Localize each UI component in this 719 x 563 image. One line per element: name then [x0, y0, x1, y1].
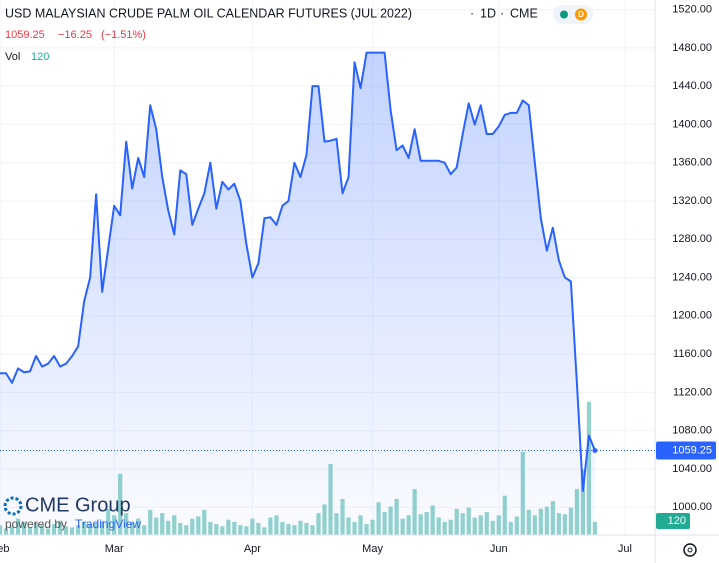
x-tick-label: Jun	[490, 543, 508, 555]
gear-core[interactable]	[687, 547, 693, 553]
volume-label: Vol	[5, 51, 20, 63]
exchange: CME	[510, 6, 538, 20]
y-tick-label: 1320.00	[672, 195, 712, 207]
price-tag-label: 1059.25	[672, 444, 712, 456]
x-tick-label: Apr	[244, 543, 261, 555]
badge-text: D	[578, 10, 584, 19]
interval: 1D	[480, 6, 496, 20]
x-tick-label: Jul	[618, 543, 632, 555]
area-fill	[0, 52, 595, 535]
y-tick-label: 1080.00	[672, 425, 712, 437]
status-dot	[560, 10, 568, 19]
logo: CME Group powered by TradingView	[3, 494, 141, 531]
change: −16.25	[58, 29, 92, 41]
separator: ·	[500, 6, 504, 20]
y-tick-label: 1280.00	[672, 233, 712, 245]
y-tick-label: 1440.00	[672, 80, 712, 92]
header: USD MALAYSIAN CRUDE PALM OIL CALENDAR FU…	[5, 5, 593, 63]
y-tick-label: 1520.00	[672, 3, 712, 15]
y-tick-label: 1040.00	[672, 463, 712, 475]
volume-value: 120	[31, 51, 49, 63]
y-tick-label: 1240.00	[672, 271, 712, 283]
volume-tag	[656, 513, 690, 529]
last-price: 1059.25	[5, 29, 45, 41]
logo-powered: powered by	[5, 517, 67, 531]
gear[interactable]	[683, 543, 697, 557]
logo-platform: TradingView	[75, 517, 141, 531]
y-tick-label: 1000.00	[672, 501, 712, 513]
y-tick-label: 1480.00	[672, 42, 712, 54]
plot-area	[0, 0, 655, 535]
price-line	[0, 51, 596, 492]
separator: ·	[470, 6, 474, 20]
badge	[575, 8, 587, 21]
y-tick-label: 1400.00	[672, 118, 712, 130]
logo-brand: CME Group	[25, 494, 131, 516]
price-tag	[656, 441, 716, 460]
x-tick-label: May	[362, 543, 383, 555]
settings-icon[interactable]	[683, 543, 697, 557]
y-tick-label: 1200.00	[672, 310, 712, 322]
volume-tag-label: 120	[668, 515, 686, 527]
x-tick-label: Mar	[105, 543, 124, 555]
chart-title: USD MALAYSIAN CRUDE PALM OIL CALENDAR FU…	[5, 6, 412, 20]
x-tick-label: Feb	[0, 543, 9, 555]
y-tick-label: 1120.00	[673, 386, 712, 398]
logo-icon	[3, 496, 23, 516]
y-tick-label: 1160.00	[673, 348, 712, 360]
y-tick-label: 1360.00	[672, 157, 712, 169]
change-pct: (−1.51%)	[101, 29, 146, 41]
